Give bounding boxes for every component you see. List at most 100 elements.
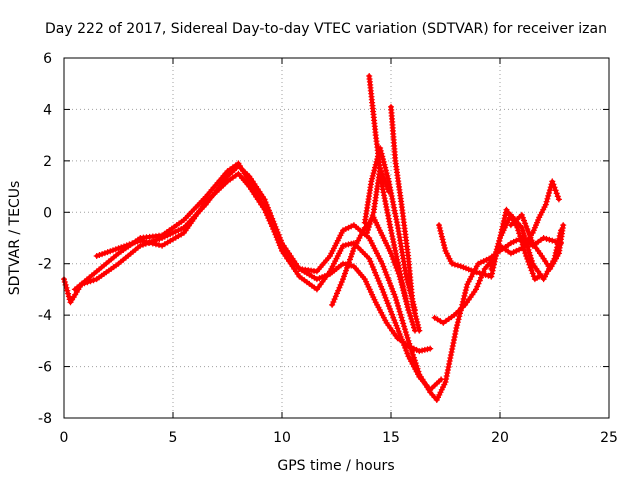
data-point-marker	[382, 167, 389, 174]
series-arc-8	[364, 165, 392, 236]
data-point-marker	[271, 228, 278, 235]
data-point-marker	[388, 308, 394, 315]
data-point-marker	[473, 269, 480, 276]
data-point-marker	[272, 231, 279, 238]
data-point-marker	[416, 327, 423, 334]
data-point-marker	[470, 268, 477, 275]
series-arc-2	[71, 160, 445, 393]
data-point-marker	[488, 265, 495, 272]
data-point-marker	[276, 239, 283, 246]
data-point-marker	[364, 229, 370, 236]
data-point-marker	[172, 228, 179, 235]
data-point-marker	[543, 198, 550, 205]
data-point-marker	[523, 223, 530, 230]
y-axis-label: SDTVAR / TECUs	[7, 181, 23, 296]
data-point-marker	[410, 351, 416, 358]
data-point-marker	[454, 319, 461, 326]
data-point-marker	[410, 345, 417, 352]
data-point-marker	[61, 279, 68, 285]
plus-markers	[364, 165, 392, 236]
data-point-marker	[454, 322, 461, 329]
data-point-marker	[338, 279, 345, 285]
data-point-marker	[373, 272, 380, 279]
data-point-marker	[65, 290, 72, 297]
data-point-marker	[414, 319, 421, 325]
data-point-marker	[522, 220, 529, 227]
data-point-marker	[524, 226, 531, 232]
data-point-marker	[269, 223, 275, 230]
data-point-marker	[405, 307, 412, 313]
data-point-marker	[447, 352, 454, 358]
data-point-marker	[378, 283, 385, 290]
data-point-marker	[342, 226, 349, 232]
data-point-marker	[400, 286, 407, 293]
data-point-marker	[275, 237, 282, 243]
data-point-marker	[408, 344, 415, 351]
data-point-marker	[473, 286, 479, 293]
data-point-marker	[382, 180, 389, 186]
data-point-marker	[345, 262, 351, 269]
data-point-marker	[436, 222, 442, 229]
data-point-marker	[412, 310, 418, 317]
data-point-marker	[365, 224, 372, 230]
data-point-marker	[366, 255, 373, 262]
series-arc-13	[507, 211, 567, 272]
x-tick-label: 0	[60, 430, 69, 446]
series-arc-12	[497, 178, 562, 257]
data-point-marker	[437, 227, 444, 234]
data-point-marker	[546, 190, 552, 196]
data-point-marker	[381, 266, 388, 273]
data-point-marker	[336, 284, 343, 291]
x-tick-label: 10	[273, 430, 291, 446]
data-point-marker	[451, 261, 458, 268]
data-point-marker	[96, 252, 103, 258]
data-point-marker	[404, 350, 411, 357]
data-point-marker	[462, 290, 469, 296]
data-point-marker	[389, 233, 396, 240]
data-point-marker	[334, 290, 340, 297]
data-point-marker	[104, 249, 111, 256]
data-point-marker	[489, 260, 496, 267]
data-point-marker	[274, 234, 280, 241]
data-point-marker	[518, 211, 525, 218]
data-point-marker	[477, 259, 484, 266]
data-point-marker	[412, 313, 419, 320]
data-point-marker	[375, 278, 382, 284]
data-point-marker	[482, 271, 489, 278]
data-point-marker	[392, 319, 399, 326]
x-tick-label: 5	[169, 430, 178, 446]
data-point-marker	[371, 266, 377, 273]
data-point-marker	[386, 280, 393, 287]
plus-markers	[507, 211, 567, 272]
series-layer	[61, 73, 567, 403]
data-point-marker	[277, 242, 284, 249]
data-point-marker	[379, 286, 386, 293]
data-point-marker	[455, 316, 462, 323]
data-point-marker	[513, 247, 520, 254]
data-point-marker	[516, 246, 523, 253]
data-point-marker	[485, 272, 492, 279]
data-point-marker	[385, 303, 392, 310]
axis-layer: 0 5 10 15 20 25 -8 -6 -4 -2 0 2 4 6	[38, 51, 618, 446]
data-point-marker	[390, 314, 397, 321]
x-tick-label: 25	[600, 430, 618, 446]
data-point-marker	[488, 273, 495, 280]
data-point-marker	[521, 217, 527, 224]
data-point-marker	[510, 238, 517, 245]
y-tick-label: 4	[43, 102, 52, 118]
data-point-marker	[507, 240, 514, 247]
data-point-marker	[267, 220, 274, 227]
data-point-marker	[383, 271, 390, 278]
plus-markers	[71, 160, 445, 393]
data-point-marker	[528, 257, 535, 264]
data-point-marker	[427, 345, 434, 352]
data-point-marker	[366, 221, 373, 227]
data-point-marker	[372, 269, 379, 276]
data-point-marker	[405, 343, 412, 349]
data-point-marker	[404, 301, 411, 308]
data-point-marker	[542, 201, 549, 208]
data-point-marker	[549, 178, 556, 185]
data-point-marker	[384, 172, 391, 179]
data-point-marker	[400, 320, 407, 327]
data-point-marker	[549, 237, 556, 244]
